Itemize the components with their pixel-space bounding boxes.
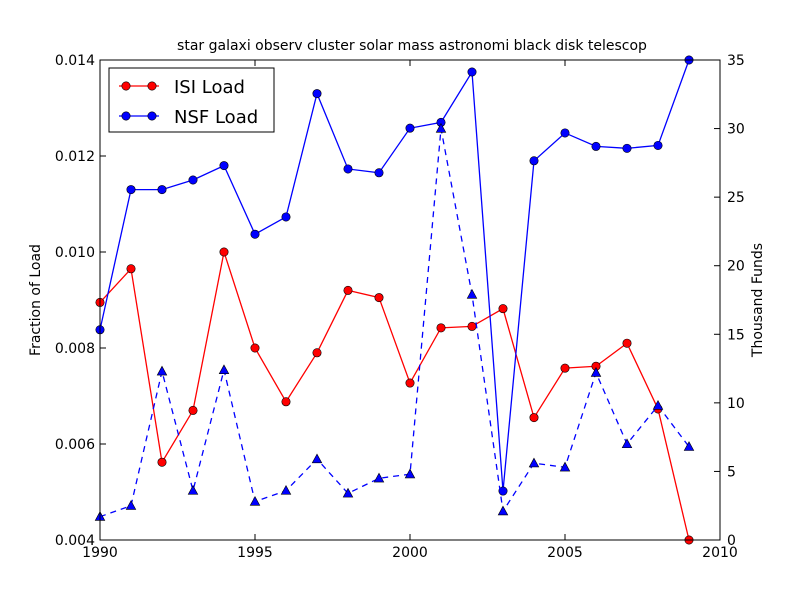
- series-0-point: [374, 293, 384, 303]
- series-0-point: [250, 343, 260, 353]
- series-0-point: [405, 378, 415, 388]
- y-tick-label-right: 5: [727, 464, 736, 480]
- y-axis-title-left: Fraction of Load: [28, 244, 44, 356]
- series-2-point: [218, 364, 230, 374]
- series-0-point: [560, 363, 570, 373]
- series-1-point: [126, 185, 136, 195]
- series-1-point: [653, 140, 663, 150]
- series-2-line: [99, 128, 690, 518]
- y-tick-label-right: 10: [727, 396, 745, 412]
- x-tick-label: 2000: [392, 545, 428, 561]
- y-tick-label-right: 15: [727, 327, 745, 343]
- series-1-point: [219, 161, 229, 171]
- series-2-point: [280, 484, 292, 495]
- legend-label: NSF Load: [174, 107, 258, 128]
- series-2-point: [621, 438, 633, 449]
- series-1-point: [157, 185, 167, 195]
- series-1-point: [560, 128, 570, 138]
- y-tick-label-left: 0.006: [55, 437, 95, 453]
- y-tick-label-left: 0.012: [55, 149, 95, 165]
- series-0-point: [281, 397, 291, 407]
- legend-swatch-marker: [121, 111, 131, 121]
- series-1-point: [591, 141, 601, 151]
- series-0-point: [529, 413, 539, 423]
- series-2-point: [652, 399, 664, 410]
- legend-swatch-marker: [147, 81, 157, 91]
- x-tick-label: 2010: [702, 545, 738, 561]
- series-2-point: [683, 441, 695, 451]
- series-2-point: [187, 484, 199, 495]
- y-tick-label-right: 30: [727, 122, 745, 138]
- series-0-point: [157, 457, 167, 467]
- y-tick-label-left: 0.010: [55, 245, 95, 261]
- y-tick-label-right: 25: [727, 190, 745, 206]
- series-2-point: [559, 461, 571, 472]
- series-1-point: [188, 175, 198, 185]
- series-2-point: [342, 487, 354, 498]
- series-1-line: [99, 59, 690, 492]
- series-0-point: [498, 304, 508, 314]
- series-2-point: [249, 495, 261, 506]
- series-1-point: [405, 123, 415, 133]
- legend: ISI Load NSF Load: [108, 67, 275, 133]
- y-tick-label-left: 0.004: [55, 533, 95, 549]
- y-tick-label-left: 0.008: [55, 341, 95, 357]
- series-0-point: [312, 348, 322, 358]
- series-0-point: [622, 338, 632, 348]
- series-1-point: [312, 89, 322, 99]
- series-0-point: [126, 264, 136, 274]
- series-0-line: [99, 249, 690, 541]
- y-tick-label-right: 0: [727, 533, 736, 549]
- axes: 1990 1995 2000 2005 20100.0040.0060.0080.010…: [55, 53, 745, 561]
- y-axis-title-right: Thousand Funds: [750, 243, 766, 358]
- legend-swatch-marker: [121, 81, 131, 91]
- x-tick-label: 2005: [547, 545, 583, 561]
- series-0-point: [343, 285, 353, 295]
- series-2-point: [497, 505, 509, 516]
- series-2-point: [125, 500, 137, 510]
- series-1-point: [250, 229, 260, 239]
- series-0-point: [467, 321, 477, 331]
- series-2-point: [466, 288, 478, 299]
- x-tick-label: 1990: [82, 545, 118, 561]
- series-2-point: [373, 472, 385, 483]
- legend-swatch-marker: [147, 111, 157, 121]
- y-tick-label-right: 35: [727, 53, 745, 69]
- plot-area: [94, 55, 695, 545]
- series-1-point: [622, 143, 632, 153]
- series-1-point: [343, 164, 353, 174]
- chart-title: star galaxi observ cluster solar mass as…: [177, 38, 647, 54]
- y-tick-label-left: 0.014: [55, 53, 95, 69]
- legend-label: ISI Load: [174, 77, 245, 98]
- series-2-point: [404, 468, 416, 479]
- series-0-point: [188, 405, 198, 415]
- y-tick-label-right: 20: [727, 259, 745, 275]
- series-1-point: [498, 486, 508, 496]
- legend-box: [108, 67, 275, 133]
- series-2-point: [156, 365, 168, 376]
- series-0-point: [219, 247, 229, 257]
- series-2-point: [435, 122, 447, 133]
- series-2-point: [311, 453, 323, 464]
- series-1-point: [281, 212, 291, 222]
- x-tick-label: 1995: [237, 545, 273, 561]
- series-1-point: [374, 168, 384, 178]
- series-1-point: [529, 156, 539, 166]
- series-2-point: [528, 457, 540, 468]
- series-0-point: [436, 323, 446, 333]
- series-2-point: [590, 367, 602, 377]
- series-1-point: [467, 67, 477, 77]
